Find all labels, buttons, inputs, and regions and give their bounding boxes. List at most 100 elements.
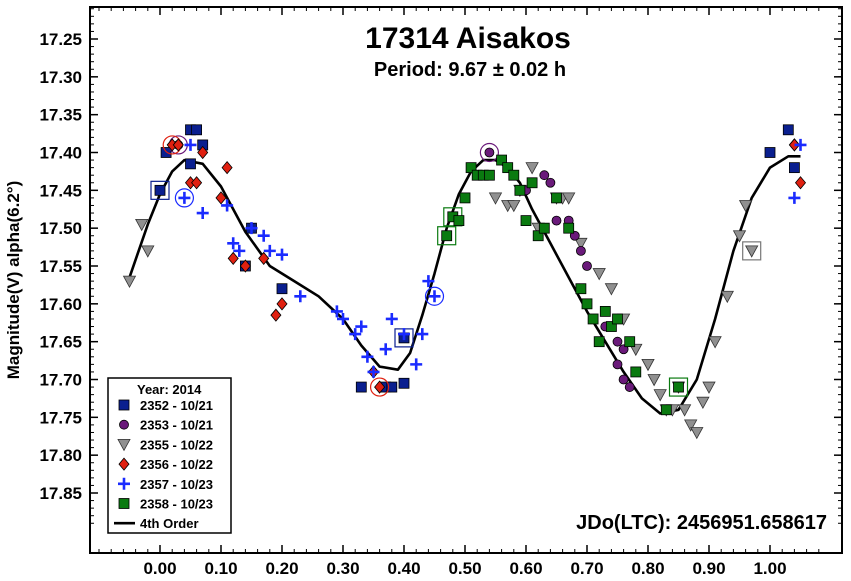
data-point bbox=[197, 145, 209, 160]
y-tick-label: 17.85 bbox=[39, 484, 82, 503]
data-point bbox=[374, 380, 386, 394]
y-tick-label: 17.50 bbox=[39, 219, 82, 238]
series-2356 bbox=[162, 135, 807, 397]
data-point bbox=[606, 321, 617, 332]
data-point bbox=[525, 162, 539, 175]
x-axis-ticks: 0.00 0.10 0.20 0.30 0.40 0.50 0.60 0.70 0.80 0.90… bbox=[98, 7, 820, 578]
chart-subtitle: Period: 9.67 ± 0.02 h bbox=[374, 59, 566, 81]
data-point bbox=[221, 161, 233, 175]
y-tick-label: 17.30 bbox=[39, 68, 82, 87]
data-point bbox=[575, 283, 587, 295]
data-point bbox=[653, 389, 667, 402]
data-point bbox=[673, 381, 684, 393]
data-point bbox=[270, 308, 282, 322]
x-tick-label: 0.30 bbox=[326, 559, 359, 578]
legend-title: Year: 2014 bbox=[137, 382, 202, 397]
data-point bbox=[702, 381, 716, 394]
outlier-ring bbox=[479, 142, 499, 163]
legend-marker bbox=[118, 477, 130, 490]
x-tick-label: 0.10 bbox=[204, 559, 237, 578]
data-point bbox=[276, 283, 288, 295]
data-point bbox=[441, 230, 453, 242]
data-point bbox=[562, 192, 576, 205]
data-point bbox=[276, 297, 288, 311]
outlier-ring bbox=[424, 286, 445, 306]
data-point bbox=[592, 268, 606, 281]
data-point bbox=[502, 162, 514, 174]
data-point bbox=[483, 169, 495, 181]
y-axis-ticks: 17.25 17.30 17.35 17.40 17.45 17.50 17.55 17.60… bbox=[39, 8, 842, 524]
data-point bbox=[794, 138, 807, 151]
data-point bbox=[624, 382, 635, 392]
y-tick-label: 17.25 bbox=[39, 30, 82, 49]
data-point bbox=[154, 184, 166, 196]
data-point bbox=[738, 200, 753, 213]
outlier-frame bbox=[668, 377, 689, 397]
data-point bbox=[526, 177, 538, 189]
data-point bbox=[789, 162, 800, 174]
data-point bbox=[422, 275, 435, 288]
data-point bbox=[349, 328, 362, 341]
x-tick-label: 0.60 bbox=[509, 559, 542, 578]
data-point bbox=[563, 222, 575, 234]
data-point bbox=[453, 215, 465, 227]
data-point bbox=[630, 366, 642, 378]
data-point bbox=[484, 147, 495, 158]
data-point bbox=[660, 404, 672, 416]
legend-label: 2357 - 10/23 bbox=[140, 477, 213, 492]
x-tick-label: 0.80 bbox=[631, 559, 664, 578]
x-tick-label: 0.00 bbox=[143, 559, 176, 578]
data-point bbox=[593, 336, 605, 348]
data-point bbox=[239, 259, 251, 273]
x-tick-label: 0.50 bbox=[448, 559, 481, 578]
data-point bbox=[788, 138, 800, 152]
y-tick-label: 17.40 bbox=[39, 144, 82, 163]
data-point bbox=[361, 350, 374, 363]
data-point bbox=[587, 313, 599, 325]
outlier-ring bbox=[174, 188, 194, 208]
x-tick-label: 0.90 bbox=[692, 559, 725, 578]
data-point bbox=[612, 313, 623, 325]
data-point bbox=[599, 305, 611, 317]
data-point bbox=[624, 336, 636, 348]
data-point bbox=[184, 138, 197, 151]
data-point bbox=[191, 124, 203, 136]
data-point bbox=[294, 290, 307, 303]
data-point bbox=[172, 138, 184, 152]
data-point bbox=[227, 251, 239, 266]
data-point bbox=[708, 336, 722, 349]
data-point bbox=[416, 328, 429, 341]
data-point bbox=[677, 404, 692, 417]
data-point bbox=[745, 245, 759, 258]
data-point bbox=[582, 261, 592, 271]
data-point bbox=[764, 147, 776, 158]
data-point bbox=[507, 200, 521, 213]
outlier-frame bbox=[742, 241, 762, 261]
data-point bbox=[258, 251, 270, 266]
data-point bbox=[788, 191, 801, 204]
y-tick-label: 17.65 bbox=[39, 333, 82, 352]
data-point bbox=[612, 336, 623, 347]
chart-title: 17314 Aisakos bbox=[365, 22, 571, 55]
data-point bbox=[690, 427, 704, 440]
y-axis-label: Magnitude(V) alpha(6.2°) bbox=[4, 181, 23, 380]
y-tick-label: 17.60 bbox=[39, 295, 82, 314]
data-point bbox=[160, 147, 172, 158]
data-point bbox=[618, 374, 629, 385]
data-point bbox=[574, 237, 588, 251]
data-point bbox=[488, 192, 503, 205]
jd-annotation: JDo(LTC): 2456951.658617 bbox=[576, 512, 827, 534]
data-point bbox=[398, 328, 410, 341]
data-point bbox=[386, 381, 398, 393]
data-point bbox=[196, 207, 209, 220]
data-point bbox=[263, 244, 276, 257]
data-point bbox=[379, 343, 392, 356]
data-point bbox=[604, 283, 619, 296]
legend-marker bbox=[118, 399, 130, 411]
data-point bbox=[221, 199, 234, 212]
data-point bbox=[355, 381, 367, 393]
data-point bbox=[794, 176, 807, 190]
series-2353 bbox=[168, 135, 635, 392]
data-points-layer bbox=[122, 124, 807, 440]
